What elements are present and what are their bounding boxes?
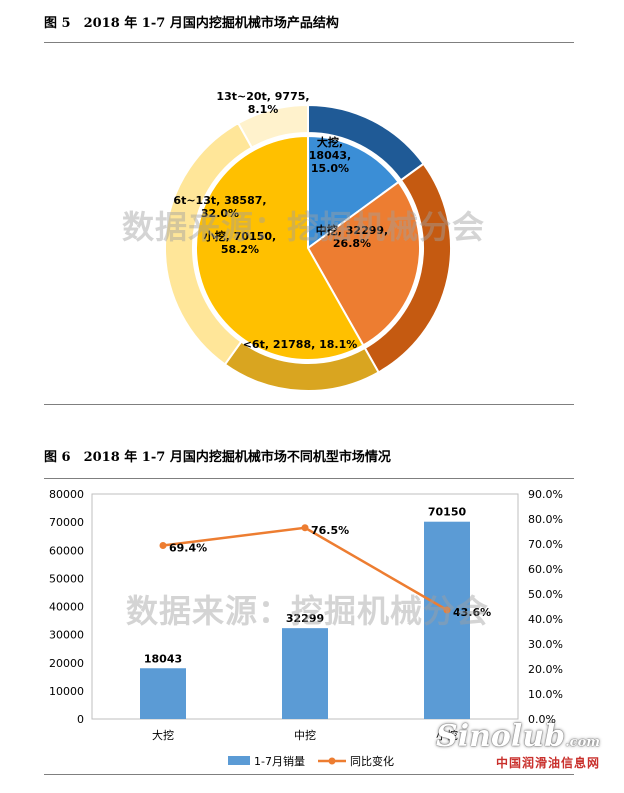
y-tick-label: 30000: [49, 629, 84, 642]
bar-小挖: [424, 521, 470, 719]
line-value-label: 43.6%: [453, 606, 491, 619]
y2-tick-label: 90.0%: [528, 488, 563, 501]
x-tick-label: 大挖: [152, 728, 174, 742]
line-value-label: 76.5%: [311, 524, 349, 537]
outer-ring-label-6t~13t: 6t~13t, 38587, 32.0%: [173, 194, 266, 220]
pie-chart: 大挖, 18043, 15.0% 中挖, 32299, 26.8% 小挖, 70150, 5…: [164, 90, 452, 392]
x-tick-label: 小挖: [436, 728, 458, 742]
bar-value-label: 32299: [286, 612, 324, 625]
bar-中挖: [282, 628, 328, 719]
logo-subtitle: 中国润滑油信息网: [495, 756, 600, 770]
inner-pie-slice-1: [306, 180, 421, 347]
y2-tick-label: 50.0%: [528, 588, 563, 601]
y2-tick-label: 60.0%: [528, 563, 563, 576]
line-point: [159, 542, 167, 549]
figure5-top-rule: [44, 42, 574, 43]
y2-tick-label: 10.0%: [528, 688, 563, 701]
figure6-watermark: 数据来源：挖掘机械分会: [126, 592, 490, 630]
bar-value-label: 70150: [428, 506, 467, 519]
legend-line-label: 同比变化: [350, 754, 394, 768]
inner-pie-label-小挖: 小挖, 70150, 58.2%: [203, 229, 276, 256]
figure6-top-rule: [44, 478, 574, 479]
legend-bar-label: 1-7月销量: [254, 754, 305, 768]
figure5-watermark: 数据来源：挖掘机械分会: [122, 208, 486, 246]
logo-wordmark: Sinolub.com: [436, 719, 600, 754]
inner-pie-slice-0: [307, 134, 400, 250]
y-tick-label: 50000: [49, 572, 84, 585]
y2-tick-label: 70.0%: [528, 538, 563, 551]
inner-pie-label-大挖: 大挖, 18043, 15.0%: [309, 135, 351, 175]
line-point: [443, 606, 451, 614]
figure6-title: 图 6 2018 年 1-7 月国内挖掘机械市场不同机型市场情况: [44, 450, 391, 465]
inner-pie-slice-2: [195, 134, 365, 361]
inner-pie-label-中挖: 中挖, 32299, 26.8%: [316, 223, 388, 250]
sinolub-logo: Sinolub.com 中国润滑油信息网: [436, 719, 600, 771]
y-tick-label: 60000: [49, 544, 84, 557]
figure5-title: 图 5 2018 年 1-7 月国内挖掘机械市场产品结构: [44, 16, 339, 31]
figure6-bottom-rule: [44, 774, 574, 775]
y2-tick-label: 30.0%: [528, 638, 563, 651]
outer-ring-slice-4: [236, 103, 309, 149]
y2-tick-label: 20.0%: [528, 663, 563, 676]
line-value-label: 69.4%: [169, 542, 207, 555]
legend-bar-swatch: [228, 756, 250, 765]
y-tick-label: 70000: [49, 516, 84, 529]
legend-line-marker: [328, 757, 336, 765]
y2-tick-label: 80.0%: [528, 513, 563, 526]
y2-tick-label: 0.0%: [528, 713, 556, 726]
bar-大挖: [140, 668, 186, 719]
outer-ring-label-13t~20t: 13t~20t, 9775, 8.1%: [216, 90, 309, 116]
y-tick-label: 20000: [49, 657, 84, 670]
outer-ring-label-<6t: <6t, 21788, 18.1%: [243, 338, 358, 351]
figure5-bottom-rule: [44, 404, 574, 405]
y2-tick-label: 40.0%: [528, 613, 563, 626]
y-tick-label: 80000: [49, 488, 84, 501]
bar-value-label: 18043: [144, 652, 182, 665]
y-tick-label: 40000: [49, 601, 84, 614]
y-tick-label: 10000: [49, 685, 84, 698]
y-tick-label: 0: [77, 713, 84, 726]
line-point: [301, 524, 309, 532]
x-tick-label: 中挖: [294, 728, 316, 742]
